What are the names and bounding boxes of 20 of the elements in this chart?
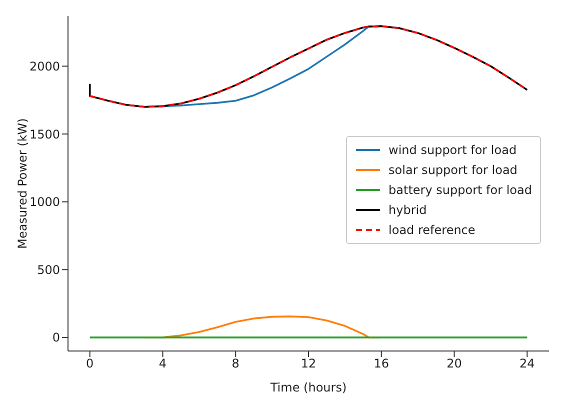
y-tick-label: 2000 xyxy=(29,59,60,74)
x-tick-label: 16 xyxy=(374,356,390,371)
x-tick-label: 12 xyxy=(300,356,316,371)
x-tick-label: 4 xyxy=(158,356,167,371)
x-tick-label: 20 xyxy=(446,356,462,371)
x-tick-label: 8 xyxy=(232,356,240,371)
x-axis-title: Time (hours) xyxy=(269,380,347,395)
x-tick-label: 0 xyxy=(86,356,94,371)
y-axis-title: Measured Power (kW) xyxy=(15,118,30,249)
legend-label: battery support for load xyxy=(388,182,532,199)
y-tick-label: 500 xyxy=(37,262,60,277)
y-tick-label: 1000 xyxy=(29,195,60,210)
legend-label: hybrid xyxy=(388,202,427,219)
y-tick-label: 1500 xyxy=(29,127,60,142)
y-tick-label: 0 xyxy=(52,330,60,345)
legend-label: wind support for load xyxy=(388,142,517,159)
line-series xyxy=(88,25,528,108)
legend-label: load reference xyxy=(388,222,476,239)
x-tick-label: 24 xyxy=(519,356,535,371)
legend-label: solar support for load xyxy=(388,162,518,179)
